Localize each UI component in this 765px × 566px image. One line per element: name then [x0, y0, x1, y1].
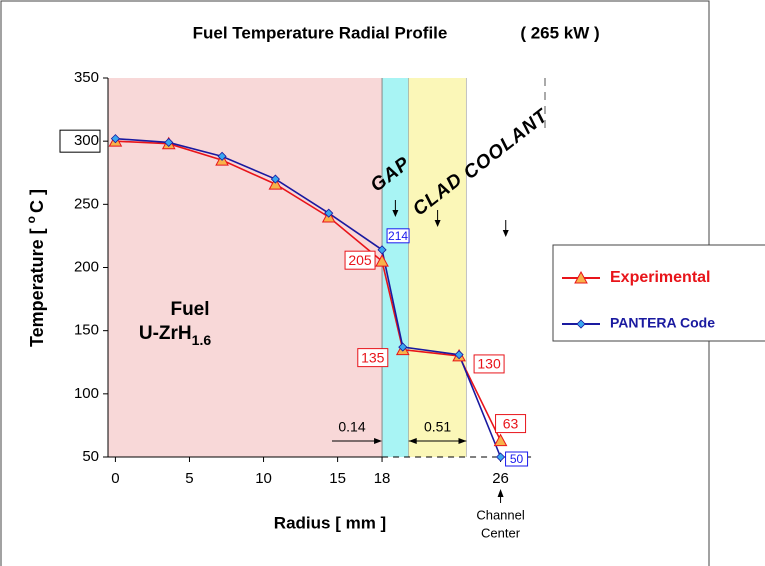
y-tick-label: 100	[74, 385, 99, 402]
dimension-label: 0.14	[338, 419, 365, 435]
x-tick-label: 15	[329, 470, 346, 487]
point	[270, 174, 280, 184]
region-arrowhead	[502, 230, 509, 237]
x-tick-label: 26	[492, 470, 509, 487]
dimension-label: 0.51	[424, 419, 451, 435]
y-tick-label: 350	[74, 69, 99, 86]
chart-subtitle: ( 265 kW )	[520, 23, 599, 42]
y-tick-label: 300	[74, 132, 99, 149]
point	[454, 350, 464, 360]
y-tick-label: 200	[74, 258, 99, 275]
value-label: 63	[503, 415, 519, 431]
value-label: 50	[510, 452, 524, 466]
value-label: 205	[348, 252, 372, 268]
channel-label: Center	[481, 525, 521, 540]
y-label-text: Temperature [	[27, 223, 47, 347]
fuel-label-2: U-ZrH1.6	[139, 323, 211, 348]
point	[375, 254, 389, 267]
point	[377, 245, 387, 255]
y-tick-label: 150	[74, 322, 99, 339]
point	[217, 151, 227, 161]
value-label: 214	[388, 229, 408, 243]
value-label-box	[344, 250, 376, 270]
point	[493, 433, 508, 447]
value-label: 135	[361, 349, 385, 365]
value-label-box	[386, 228, 410, 244]
y-label-sup: o	[24, 216, 38, 223]
x-tick-label: 10	[255, 470, 272, 487]
channel-arrowhead	[497, 489, 504, 497]
point	[164, 137, 174, 147]
chart-title: Fuel Temperature Radial Profile	[193, 23, 448, 42]
region	[408, 78, 467, 457]
tick-box	[59, 129, 101, 153]
y-label-end: C ]	[27, 189, 47, 213]
fuel-label: Fuel	[170, 299, 209, 320]
point	[398, 342, 408, 352]
point	[110, 134, 120, 144]
value-label-box	[357, 348, 389, 368]
y-tick-label: 250	[74, 195, 99, 212]
x-tick-label: 5	[185, 470, 193, 487]
fuel-region	[108, 78, 383, 457]
region-arrowhead	[392, 210, 399, 217]
x-tick-label: 0	[111, 470, 119, 487]
channel-label: Channel	[476, 507, 525, 522]
y-axis-label: Temperature [ o C ]	[24, 189, 47, 347]
fuel-subscript: 1.6	[192, 332, 212, 348]
point	[495, 452, 506, 462]
y-tick-label: 50	[82, 448, 99, 465]
value-label: 130	[477, 356, 501, 372]
legend-label: Experimental	[610, 269, 710, 286]
legend-marker	[576, 319, 586, 329]
value-label-box	[495, 414, 527, 434]
value-label-box	[473, 354, 505, 374]
x-tick-label: 18	[374, 470, 391, 487]
region	[466, 78, 545, 457]
point	[324, 208, 334, 218]
legend-label: PANTERA Code	[610, 315, 715, 331]
x-axis-label: Radius [ mm ]	[274, 513, 386, 532]
value-label-box	[505, 451, 529, 467]
fuel-formula: U-ZrH	[139, 323, 192, 344]
region-arrowhead	[434, 220, 441, 227]
legend-marker	[574, 270, 588, 284]
dimension-arrow	[374, 438, 383, 444]
